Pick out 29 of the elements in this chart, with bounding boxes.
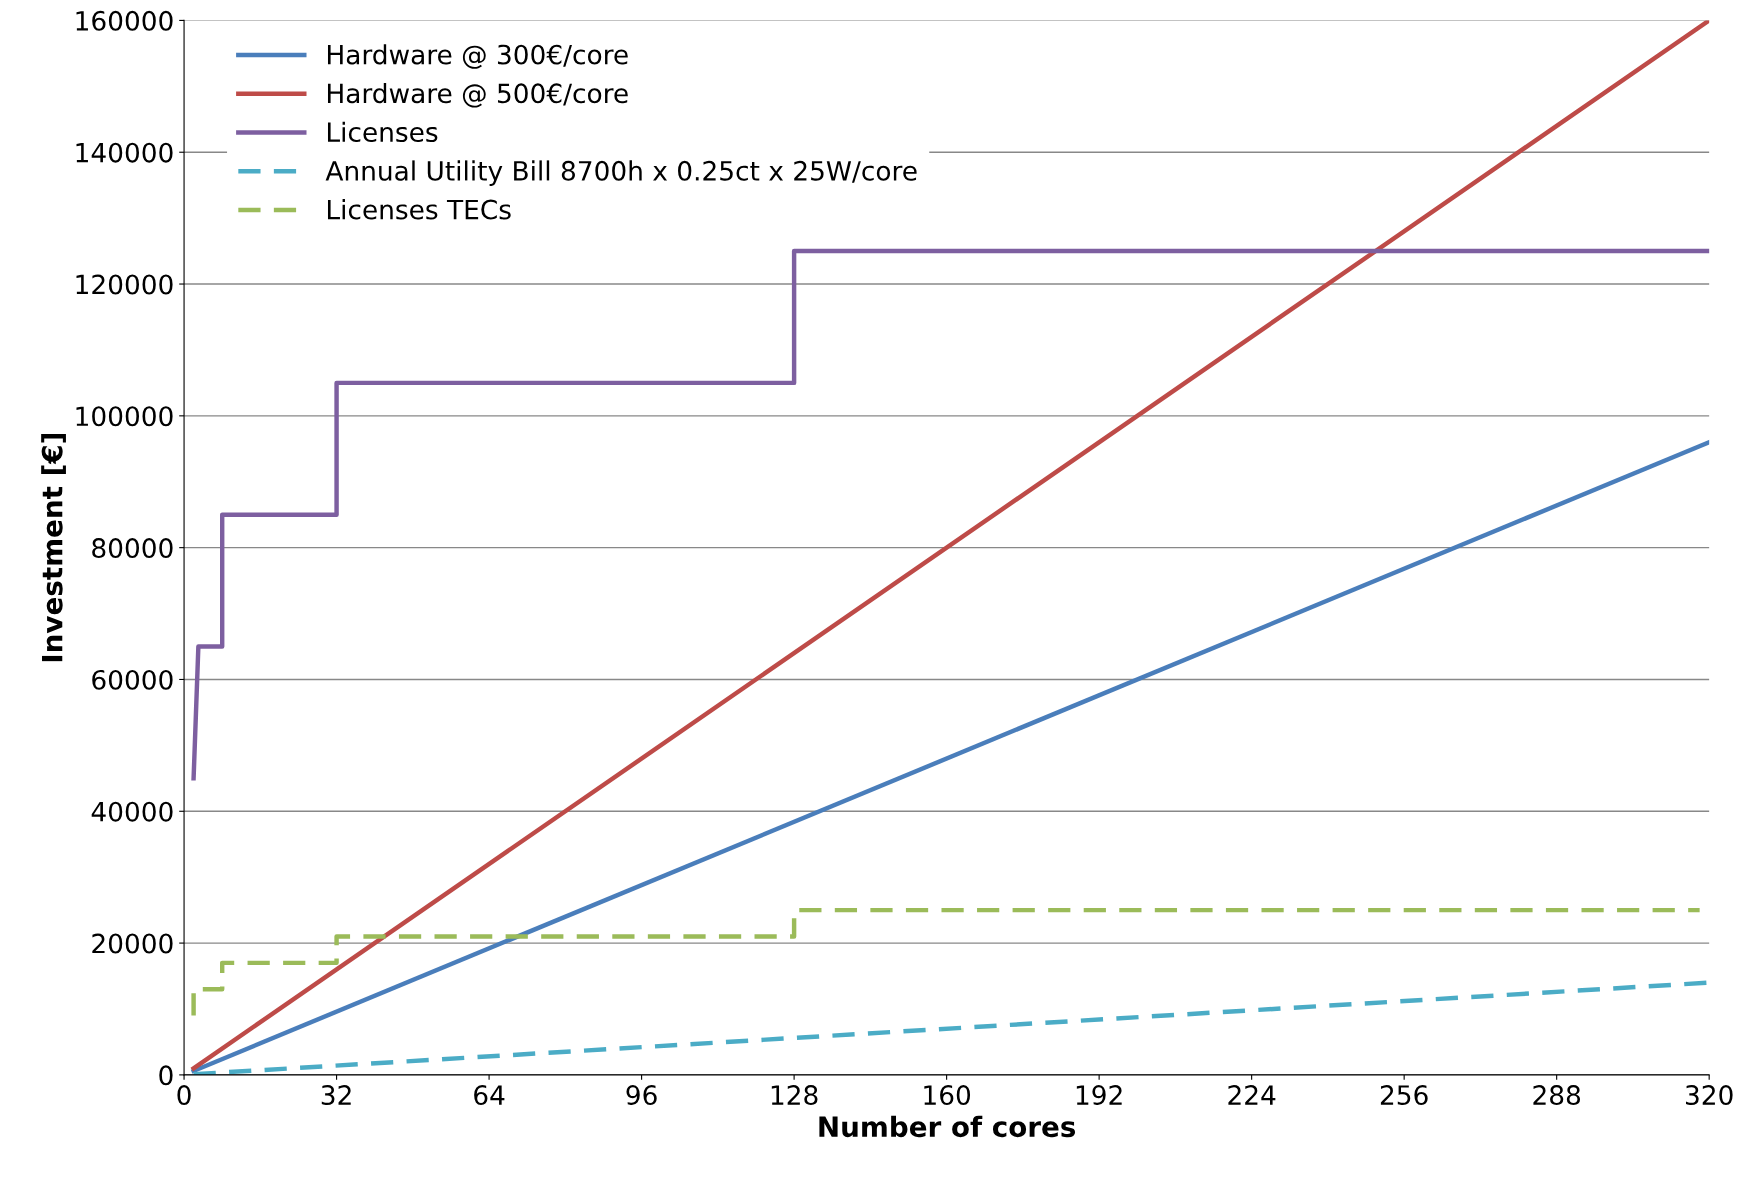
x-tick-label: 256 xyxy=(1380,1085,1428,1106)
legend-label: Annual Utility Bill 8700h x 0.25ct x 25W/core xyxy=(325,160,917,186)
legend-label: Licenses xyxy=(327,121,438,143)
x-tick-label: 224 xyxy=(1228,1085,1276,1105)
x-tick-label: 320 xyxy=(1686,1085,1733,1106)
x-tick-label: 128 xyxy=(771,1085,818,1106)
y-tick-label: 80000 xyxy=(92,538,173,559)
legend-label: Hardware @ 500€/core xyxy=(327,82,628,108)
y-tick-label: 40000 xyxy=(91,801,173,822)
y-axis-title: Investment [€] xyxy=(41,433,66,662)
y-tick-label: 140000 xyxy=(76,142,173,163)
legend-label: Hardware @ 300€/core xyxy=(327,44,628,69)
legend-label: Licenses TECs xyxy=(327,199,511,220)
x-tick-label: 192 xyxy=(1076,1085,1122,1106)
x-tick-label: 160 xyxy=(924,1085,971,1106)
x-tick-label: 64 xyxy=(474,1085,505,1106)
y-tick-label: 120000 xyxy=(76,274,173,295)
x-tick-label: 32 xyxy=(321,1085,351,1106)
y-tick-label: 100000 xyxy=(76,406,173,427)
y-tick-label: 160000 xyxy=(76,10,173,31)
y-tick-label: 0 xyxy=(159,1065,173,1086)
x-tick-label: 0 xyxy=(177,1085,191,1106)
line-series xyxy=(191,907,1702,1018)
y-tick-label: 20000 xyxy=(92,933,173,954)
line-series xyxy=(191,248,1710,781)
x-tick-label: 96 xyxy=(626,1085,657,1106)
x-tick-label: 288 xyxy=(1533,1085,1581,1106)
x-axis-title: Number of cores xyxy=(819,1115,1076,1138)
y-tick-label: 60000 xyxy=(92,669,173,690)
